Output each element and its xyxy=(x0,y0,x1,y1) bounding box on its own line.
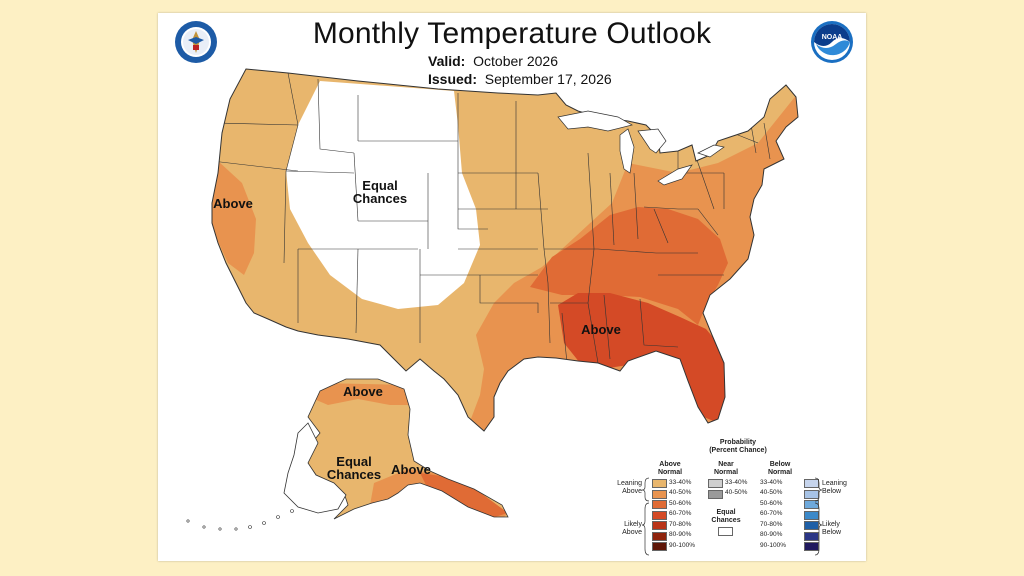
below-swatch-3 xyxy=(804,510,819,520)
above-header-line2: Normal xyxy=(657,469,683,476)
above-range-label-6: 90-100% xyxy=(669,541,696,549)
above-range-label-2: 50-60% xyxy=(669,499,692,507)
below-range-label-0: 33-40% xyxy=(760,478,783,486)
near-swatch-1 xyxy=(708,489,723,499)
below-header-line1: Below xyxy=(769,461,791,468)
near-swatch-0 xyxy=(708,479,723,488)
valid-value: October 2026 xyxy=(473,53,558,69)
above-range-label-1: 40-50% xyxy=(669,489,692,496)
near-normal-header: Near Normal xyxy=(706,461,746,477)
state-boundaries xyxy=(212,72,771,374)
above-swatch-4 xyxy=(652,521,667,530)
noaa-logo: NOAA xyxy=(811,21,853,63)
leaning-above-line1: Leaning xyxy=(617,480,642,487)
svg-text:NOAA: NOAA xyxy=(822,34,843,41)
below-range-label-5: 80-90% xyxy=(760,531,783,538)
above-swatch-0 xyxy=(652,479,667,488)
issued-label: Issued: xyxy=(428,71,478,87)
leaning-above-line2: Above xyxy=(622,488,642,495)
below-range-label-6: 90-100% xyxy=(760,541,787,549)
west-ec-line1: Equal xyxy=(362,178,398,193)
legend-title-line2: (Percent Chance) xyxy=(709,447,767,454)
near-header-line2: Normal xyxy=(713,469,739,476)
below-range-label-2: 50-60% xyxy=(760,499,783,507)
alaska-north-40-50-region xyxy=(314,383,414,405)
above-swatch-2 xyxy=(652,500,667,509)
equal-chances-line1: Equal xyxy=(716,509,736,516)
legend-title: Probability (Percent Chance) xyxy=(698,439,778,455)
legend-title-line1: Probability xyxy=(719,439,757,446)
below-header-line2: Normal xyxy=(767,469,793,476)
outlook-map xyxy=(186,68,799,531)
below-normal-header: Below Normal xyxy=(760,461,800,477)
leaning-below-label: Leaning Below xyxy=(822,480,858,496)
west-equal-chances-label: Equal Chances xyxy=(350,179,410,205)
below-swatch-4 xyxy=(804,521,819,530)
leaning-above-label: Leaning Above xyxy=(606,480,642,496)
alaska-ec-line2: Chances xyxy=(326,467,382,482)
likely-above-label: Likely Above xyxy=(606,521,642,537)
outlook-title: Monthly Temperature Outlook xyxy=(312,17,712,50)
alaska-ec-line1: Equal xyxy=(336,454,372,469)
california-above-label: Above xyxy=(213,196,253,211)
issued-line: Issued: September 17, 2026 xyxy=(428,71,612,87)
alaska-south-above-label: Above xyxy=(391,462,431,477)
below-swatch-5 xyxy=(804,531,819,541)
alaska-north-above-label: Above xyxy=(343,384,383,399)
alaska-equal-chances-outline xyxy=(283,422,347,514)
southeast-50-60-region xyxy=(530,207,728,325)
great-lakes xyxy=(557,110,725,186)
above-swatch-3 xyxy=(652,510,667,520)
above-range-label-5: 80-90% xyxy=(669,531,692,538)
leaning-below-line2: Below xyxy=(822,488,842,495)
doc-seal-logo xyxy=(175,21,217,63)
alaska-equal-chances-label: Equal Chances xyxy=(324,455,384,481)
west-ec-line2: Chances xyxy=(352,191,408,206)
above-range-label-0: 33-40% xyxy=(669,478,692,486)
above-range-label-4: 70-80% xyxy=(669,520,692,528)
southeast-above-label: Above xyxy=(581,322,621,337)
leaning-below-line1: Leaning xyxy=(822,480,847,487)
above-range-label-3: 60-70% xyxy=(669,510,692,517)
below-range-label-3: 60-70% xyxy=(760,510,783,517)
west-equal-chances-region xyxy=(286,81,480,309)
near-range-label-1: 40-50% xyxy=(725,489,748,496)
alaska-south-50-60-region xyxy=(420,473,508,519)
outlook-card: NOAA Monthly Temperature Outlook Valid: … xyxy=(158,13,866,561)
gulf-60-70-region xyxy=(558,293,730,423)
likely-above-line1: Likely xyxy=(624,521,642,528)
below-range-label-4: 70-80% xyxy=(760,520,783,528)
below-swatch-6 xyxy=(804,542,819,551)
valid-line: Valid: October 2026 xyxy=(428,53,558,69)
valid-label: Valid: xyxy=(428,53,466,69)
above-header-line1: Above xyxy=(659,461,681,468)
equal-chances-swatch xyxy=(718,527,733,536)
likely-below-label: Likely Below xyxy=(822,521,858,537)
below-swatch-1 xyxy=(804,489,819,499)
likely-above-line2: Above xyxy=(622,529,642,536)
legend-braces xyxy=(642,477,822,556)
likely-below-line2: Below xyxy=(822,529,842,536)
equal-chances-line2: Chances xyxy=(711,517,741,524)
issued-value: September 17, 2026 xyxy=(484,71,612,87)
above-swatch-5 xyxy=(652,531,667,541)
likely-below-line1: Likely xyxy=(822,521,840,528)
below-swatch-2 xyxy=(804,500,819,509)
near-range-label-0: 33-40% xyxy=(725,478,748,486)
below-range-label-1: 40-50% xyxy=(760,489,783,496)
above-swatch-6 xyxy=(652,542,667,551)
equal-chances-legend-label: Equal Chances xyxy=(708,509,744,525)
aleutian-islands xyxy=(186,509,294,531)
below-swatch-0 xyxy=(804,479,819,488)
above-swatch-1 xyxy=(652,489,667,499)
above-normal-header: Above Normal xyxy=(650,461,690,477)
near-header-line1: Near xyxy=(718,461,734,468)
